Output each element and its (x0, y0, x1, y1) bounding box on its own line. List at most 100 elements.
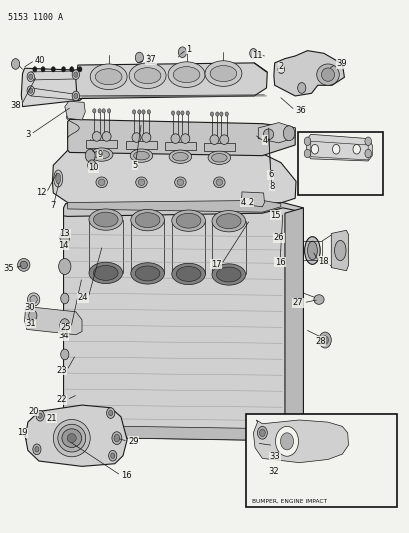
Ellipse shape (173, 67, 200, 83)
Circle shape (297, 83, 305, 93)
Ellipse shape (135, 177, 147, 188)
Circle shape (11, 59, 20, 69)
Text: 9: 9 (97, 150, 103, 159)
Polygon shape (25, 405, 127, 466)
Ellipse shape (316, 64, 339, 85)
Circle shape (74, 72, 78, 77)
Ellipse shape (130, 263, 164, 284)
Ellipse shape (169, 150, 191, 163)
Ellipse shape (90, 64, 127, 90)
Circle shape (132, 110, 135, 114)
Circle shape (171, 111, 174, 115)
Polygon shape (330, 230, 348, 271)
Circle shape (88, 160, 96, 171)
Polygon shape (21, 68, 85, 107)
Circle shape (29, 74, 33, 79)
Ellipse shape (18, 259, 30, 271)
Ellipse shape (216, 214, 240, 229)
Circle shape (72, 91, 79, 101)
Ellipse shape (96, 177, 107, 188)
Ellipse shape (142, 133, 151, 142)
Circle shape (92, 109, 96, 113)
Text: BUMPER, ENGINE IMPACT: BUMPER, ENGINE IMPACT (251, 499, 326, 504)
Ellipse shape (172, 152, 188, 161)
Text: 3: 3 (25, 130, 31, 139)
Circle shape (41, 67, 45, 72)
Text: 39: 39 (335, 60, 346, 68)
Circle shape (110, 453, 115, 458)
Ellipse shape (313, 295, 324, 304)
Circle shape (61, 67, 65, 72)
Ellipse shape (177, 179, 183, 185)
Circle shape (364, 149, 371, 158)
Circle shape (249, 49, 256, 58)
Ellipse shape (135, 266, 160, 281)
Ellipse shape (321, 68, 334, 82)
Ellipse shape (89, 262, 122, 284)
Text: 15: 15 (270, 211, 280, 220)
Text: 2: 2 (278, 62, 283, 71)
Circle shape (142, 110, 145, 114)
Circle shape (58, 259, 71, 274)
Text: 31: 31 (25, 319, 36, 328)
Ellipse shape (210, 66, 236, 82)
Circle shape (27, 86, 34, 95)
Circle shape (178, 47, 186, 58)
Ellipse shape (67, 434, 76, 442)
Circle shape (215, 112, 218, 116)
Bar (245, 414, 396, 507)
Circle shape (106, 408, 115, 418)
Text: 4 2: 4 2 (240, 198, 253, 207)
Ellipse shape (94, 150, 109, 159)
Ellipse shape (211, 154, 227, 162)
Text: 5153 1100 A: 5153 1100 A (8, 13, 63, 22)
Circle shape (225, 112, 228, 116)
Text: 30: 30 (24, 303, 34, 311)
Circle shape (29, 310, 37, 321)
Ellipse shape (132, 133, 141, 142)
Polygon shape (65, 101, 85, 120)
Text: 34: 34 (58, 332, 69, 340)
Circle shape (137, 110, 141, 114)
Circle shape (114, 434, 119, 442)
Circle shape (33, 67, 37, 72)
Text: 11: 11 (252, 52, 262, 60)
Circle shape (36, 410, 44, 421)
Polygon shape (203, 143, 234, 151)
Circle shape (275, 426, 298, 456)
Text: 22: 22 (56, 395, 67, 404)
Circle shape (303, 137, 310, 146)
Ellipse shape (304, 237, 319, 264)
Ellipse shape (216, 179, 222, 185)
Circle shape (280, 433, 293, 450)
Circle shape (61, 293, 69, 304)
Text: 25: 25 (60, 324, 71, 332)
Ellipse shape (58, 424, 85, 452)
Circle shape (33, 444, 41, 455)
Circle shape (38, 413, 42, 418)
Ellipse shape (20, 261, 27, 269)
Text: 12: 12 (36, 189, 46, 197)
Ellipse shape (180, 134, 189, 143)
Circle shape (332, 144, 339, 154)
Circle shape (176, 111, 180, 115)
Ellipse shape (208, 151, 230, 165)
Polygon shape (240, 192, 264, 207)
Text: 27: 27 (292, 298, 303, 307)
Ellipse shape (174, 177, 186, 188)
Circle shape (257, 426, 267, 439)
Ellipse shape (211, 264, 245, 285)
Polygon shape (164, 142, 196, 150)
Polygon shape (86, 140, 117, 148)
Ellipse shape (130, 149, 152, 163)
Circle shape (78, 67, 82, 72)
Text: 33: 33 (269, 453, 280, 461)
Circle shape (303, 149, 310, 158)
Polygon shape (126, 141, 157, 149)
Ellipse shape (129, 63, 166, 88)
Circle shape (112, 432, 121, 445)
Ellipse shape (98, 179, 105, 185)
Text: 19: 19 (17, 429, 28, 437)
Ellipse shape (95, 69, 122, 85)
Ellipse shape (211, 211, 245, 232)
